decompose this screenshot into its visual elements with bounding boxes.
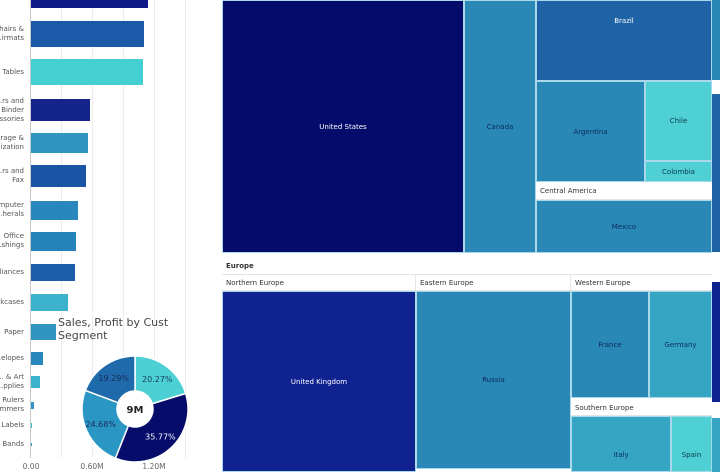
group-label: Central America (540, 186, 597, 195)
group-label: Eastern Europe (420, 278, 474, 287)
bar[interactable] (31, 99, 91, 121)
bar-category-label: ...rs and Fax (0, 167, 24, 184)
bar-category-label: Tables (2, 67, 24, 76)
treemap-cell-mexico[interactable]: Mexico (536, 200, 712, 253)
donut-chart[interactable]: 20.27% 35.77% 24.68% 19.29% 9M (80, 354, 190, 464)
treemap-edge-cell[interactable] (712, 282, 720, 402)
x-tick-label: 0.00 (22, 462, 40, 471)
treemap-group-europe[interactable]: Europe (222, 258, 712, 275)
bar-category-label: ...rs and Binder ...ssories (0, 96, 24, 123)
treemap-cell-canada[interactable]: Canada (464, 0, 536, 253)
x-tick-label: 0.60M (80, 462, 104, 471)
treemap-group-eastern-europe[interactable]: Eastern Europe (416, 275, 571, 291)
bar[interactable] (31, 293, 68, 311)
cell-label: France (598, 340, 622, 349)
donut-slice-label: 35.77% (145, 433, 176, 442)
gridline (92, 0, 93, 458)
treemap-group-western-europe[interactable]: Western Europe (571, 275, 712, 291)
gridline (154, 0, 155, 458)
donut-slice-label: 24.68% (85, 420, 116, 429)
bar[interactable] (31, 422, 33, 428)
gridline (185, 0, 186, 458)
bar[interactable] (31, 21, 144, 47)
donut-center-label: 9M (127, 405, 144, 416)
bar[interactable] (31, 200, 79, 220)
cell-label: Mexico (611, 222, 637, 231)
bar-category-label: Bands (2, 439, 24, 448)
bar[interactable] (31, 263, 76, 281)
treemap-edge-header (712, 402, 720, 418)
cell-label: Germany (664, 340, 697, 349)
treemap-edge-cell[interactable] (712, 94, 720, 252)
bar-category-label: ...rage & ...ization (0, 134, 24, 151)
donut-slice-label: 19.29% (98, 374, 129, 383)
cell-label: Argentina (573, 127, 608, 136)
treemap-cell-germany[interactable]: Germany (649, 291, 712, 398)
gridline (61, 0, 62, 458)
donut-slice-label: 20.27% (142, 375, 173, 384)
gridline (123, 0, 124, 458)
bar-category-label: ...hairs & ...irmats (0, 25, 24, 42)
treemap-cell-spain[interactable]: Spain (671, 416, 712, 472)
bar-category-label: Paper (4, 327, 24, 336)
bar-category-label: ...mputer ...herals (0, 201, 24, 218)
cell-label: United States (319, 122, 367, 131)
treemap: United States Canada Brazil Argentina Ch… (222, 0, 720, 472)
donut-center (117, 391, 153, 427)
bar-category-label: ...liances (0, 267, 24, 276)
bar-category-label: ...kcases (0, 297, 24, 306)
treemap-edge-header (712, 252, 720, 282)
treemap-cell-france[interactable]: France (571, 291, 649, 398)
treemap-cell-russia[interactable]: Russia (416, 291, 571, 469)
bar[interactable] (31, 442, 32, 446)
treemap-group-northern-europe[interactable]: Northern Europe (222, 275, 416, 291)
treemap-edge-cell[interactable] (712, 0, 720, 80)
group-label: Europe (226, 262, 254, 270)
cell-label: Russia (482, 376, 505, 384)
cell-label: Chile (669, 117, 688, 125)
bar-category-label: ...chines (0, 0, 24, 3)
bar-category-label: Rulers ...immers (0, 396, 24, 413)
group-label: Northern Europe (226, 278, 284, 287)
treemap-cell-italy[interactable]: Italy (571, 416, 671, 472)
treemap-cell-chile[interactable]: Chile (645, 81, 712, 161)
treemap-edge-cell[interactable] (712, 418, 720, 472)
bar-category-label: Labels (1, 420, 24, 429)
y-axis-line (30, 0, 31, 458)
treemap-edge-header (712, 80, 720, 94)
treemap-cell-argentina[interactable]: Argentina (536, 81, 645, 182)
group-label: Southern Europe (575, 403, 634, 412)
bar-category-label: ... & Art ...pplies (0, 373, 24, 390)
donut-title: Sales, Profit by Cust Segment (58, 316, 169, 342)
cell-label: Canada (486, 122, 514, 131)
bar[interactable] (31, 376, 41, 388)
bar[interactable] (31, 324, 56, 340)
cell-label: Brazil (614, 17, 634, 25)
bar-category-label: ...elopes (0, 353, 24, 362)
bar[interactable] (31, 0, 148, 8)
group-label: Western Europe (575, 278, 631, 287)
bar[interactable] (31, 401, 35, 409)
treemap-cell-colombia[interactable]: Colombia (645, 161, 712, 182)
cell-label: Colombia (662, 167, 695, 176)
treemap-cell-united-states[interactable]: United States (222, 0, 464, 253)
bar-chart-panel: 0.00 0.60M 1.20M Sales, Profit by Cust S… (0, 0, 220, 472)
bar[interactable] (31, 231, 77, 251)
treemap-group-central-america[interactable]: Central America (536, 182, 712, 200)
cell-label: United Kingdom (290, 377, 348, 386)
bar-category-label: Office ...shings (0, 232, 24, 249)
bar[interactable] (31, 351, 44, 365)
x-tick-label: 1.20M (142, 462, 166, 471)
treemap-group-southern-europe[interactable]: Southern Europe (571, 400, 712, 416)
cell-label: Spain (681, 451, 702, 459)
treemap-cell-brazil[interactable]: Brazil (536, 0, 712, 81)
bar[interactable] (31, 133, 89, 153)
bar[interactable] (31, 59, 143, 85)
treemap-cell-united-kingdom[interactable]: United Kingdom (222, 291, 416, 472)
bar[interactable] (31, 165, 87, 187)
cell-label: Italy (613, 451, 629, 459)
